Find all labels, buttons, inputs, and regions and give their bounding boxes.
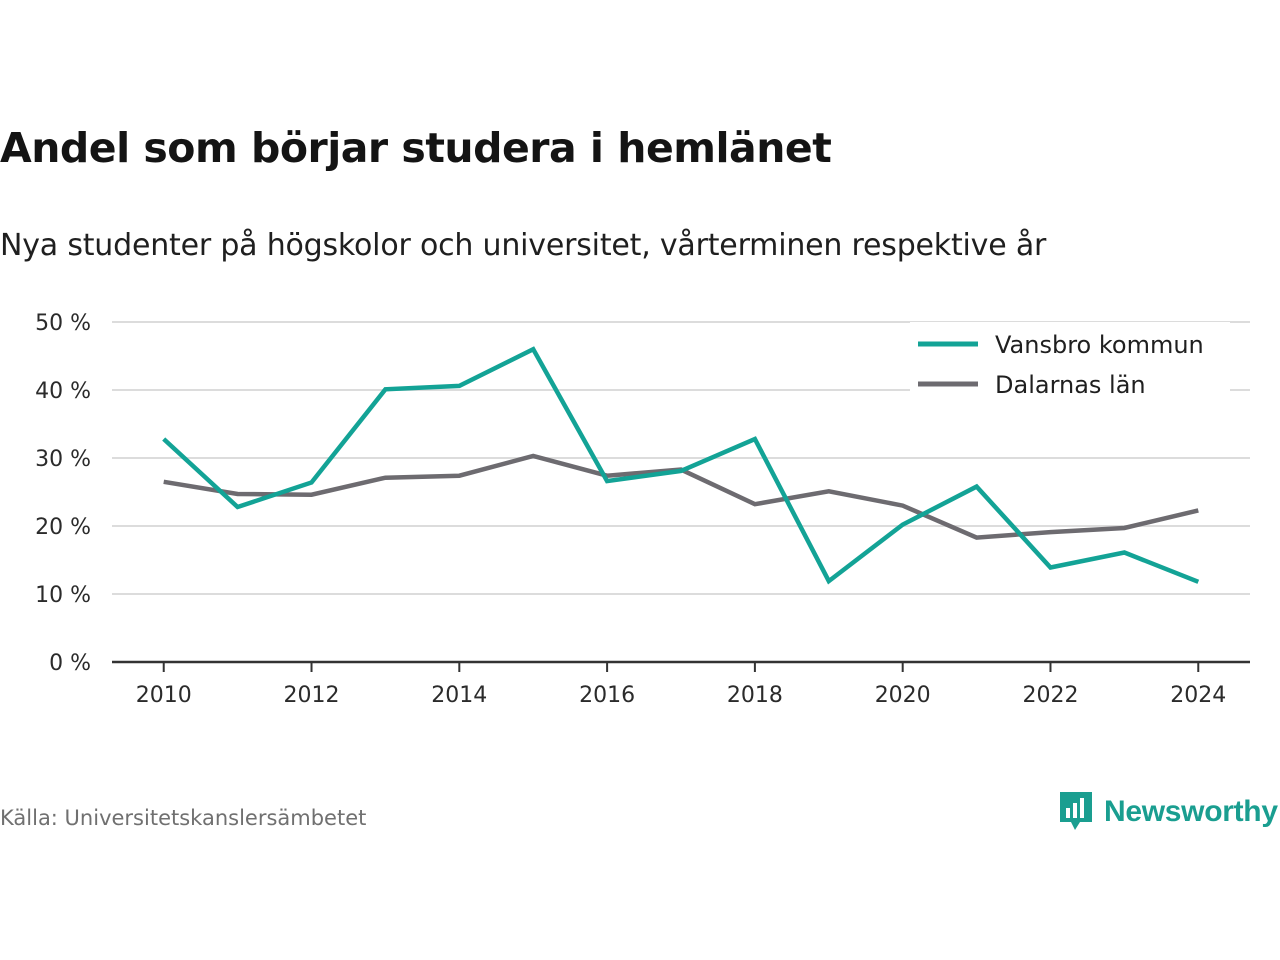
x-axis: 2010 2012 2014 2016 2018 2020 2022 2024 [112,660,1250,708]
x-tick-label: 2010 [136,683,192,708]
legend-label: Dalarnas län [995,371,1146,399]
x-tick-label: 2012 [284,683,340,708]
legend-background [910,322,1230,406]
y-tick-label: 10 % [35,583,91,608]
legend-label: Vansbro kommun [995,331,1204,359]
x-tick-label: 2024 [1170,683,1226,708]
x-tick-label: 2014 [431,683,487,708]
chart-title: Andel som börjar studera i hemlänet [0,124,832,172]
legend: Vansbro kommun Dalarnas län [910,322,1230,406]
y-tick-label: 50 % [35,311,91,336]
y-tick-label: 20 % [35,515,91,540]
source-note: Källa: Universitetskanslersämbetet [0,806,367,830]
y-tick-label: 40 % [35,379,91,404]
brand-name: Newsworthy [1104,795,1278,828]
x-tick-label: 2018 [727,683,783,708]
x-tick-label: 2022 [1022,683,1078,708]
x-tick-label: 2016 [579,683,635,708]
y-tick-label: 0 % [49,651,91,676]
newsworthy-logo-icon [1060,792,1092,830]
y-tick-label: 30 % [35,447,91,472]
brand-logo: Newsworthy [1058,790,1278,834]
chart-subtitle: Nya studenter på högskolor och universit… [0,228,1047,263]
y-axis-tick-labels: 0 % 10 % 20 % 30 % 40 % 50 % [35,311,91,676]
series-lines [162,346,1200,585]
x-tick-label: 2020 [875,683,931,708]
